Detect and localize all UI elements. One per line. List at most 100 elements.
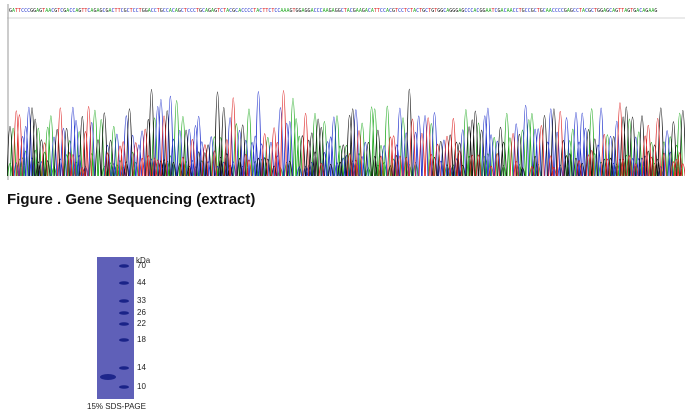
base-call: C	[503, 8, 507, 14]
base-call: T	[395, 8, 399, 14]
base-call: C	[192, 8, 196, 14]
base-call: A	[168, 8, 172, 14]
base-call: T	[419, 8, 423, 14]
base-call: A	[642, 8, 646, 14]
base-call: A	[485, 8, 489, 14]
base-call: C	[401, 8, 405, 14]
base-call: C	[274, 8, 278, 14]
base-call: C	[51, 8, 55, 14]
base-call: A	[506, 8, 510, 14]
base-call: C	[470, 8, 474, 14]
base-call: A	[36, 8, 40, 14]
base-call: T	[373, 8, 377, 14]
base-call: C	[27, 8, 31, 14]
base-call: A	[75, 8, 79, 14]
base-call: C	[202, 8, 206, 14]
base-call: G	[214, 8, 218, 14]
base-call: A	[66, 8, 70, 14]
base-call: G	[337, 8, 341, 14]
base-call: C	[494, 8, 498, 14]
base-call: C	[533, 8, 537, 14]
base-call: A	[446, 8, 450, 14]
base-call: G	[449, 8, 453, 14]
base-call: C	[229, 8, 233, 14]
base-call: G	[606, 8, 610, 14]
base-call: G	[497, 8, 501, 14]
base-call: A	[458, 8, 462, 14]
base-call-sequence: GATTCCCGGAGTAACGTCGACCAGTTCAGAGCGACTTCGC…	[9, 5, 684, 18]
base-call: G	[9, 8, 13, 14]
base-call: A	[566, 8, 570, 14]
base-call: A	[548, 8, 552, 14]
base-call: G	[63, 8, 67, 14]
base-call: T	[57, 8, 61, 14]
base-call: G	[159, 8, 163, 14]
ladder-band	[119, 322, 129, 326]
base-call: G	[144, 8, 148, 14]
base-call: T	[217, 8, 221, 14]
base-call: A	[488, 8, 492, 14]
gel-bands	[100, 264, 129, 389]
ladder-band	[119, 385, 129, 389]
base-call: C	[639, 8, 643, 14]
base-call: G	[39, 8, 43, 14]
ladder-band	[119, 281, 129, 285]
mw-label: 33	[137, 296, 146, 305]
base-call: T	[81, 8, 85, 14]
base-call: G	[461, 8, 465, 14]
base-call: C	[515, 8, 519, 14]
mw-label: 14	[137, 363, 146, 372]
base-call: A	[205, 8, 209, 14]
base-call: T	[114, 8, 118, 14]
base-call: G	[645, 8, 649, 14]
base-call: C	[60, 8, 64, 14]
base-call: G	[33, 8, 37, 14]
base-call: C	[407, 8, 411, 14]
base-call: A	[385, 8, 389, 14]
base-call: C	[120, 8, 124, 14]
base-call: A	[636, 8, 640, 14]
base-call: G	[615, 8, 619, 14]
base-call: C	[551, 8, 555, 14]
base-call: G	[93, 8, 97, 14]
mw-label: 18	[137, 335, 146, 344]
base-call: G	[479, 8, 483, 14]
base-call: G	[455, 8, 459, 14]
ladder-band	[119, 311, 129, 315]
base-call: C	[153, 8, 157, 14]
base-call: C	[259, 8, 263, 14]
base-call: C	[467, 8, 471, 14]
base-call: T	[271, 8, 275, 14]
base-call: G	[177, 8, 181, 14]
base-call: C	[244, 8, 248, 14]
base-call: G	[563, 8, 567, 14]
base-call: C	[557, 8, 561, 14]
base-call: G	[198, 8, 202, 14]
base-call: T	[265, 8, 269, 14]
base-call: A	[12, 8, 16, 14]
base-call: G	[141, 8, 145, 14]
base-call: C	[72, 8, 76, 14]
base-call: C	[102, 8, 106, 14]
base-call: G	[307, 8, 311, 14]
base-call: G	[452, 8, 456, 14]
base-call: A	[96, 8, 100, 14]
base-call: T	[376, 8, 380, 14]
base-call: G	[440, 8, 444, 14]
base-call: C	[524, 8, 528, 14]
base-call: A	[280, 8, 284, 14]
base-call: C	[476, 8, 480, 14]
base-call: G	[289, 8, 293, 14]
base-call: A	[581, 8, 585, 14]
base-call: T	[262, 8, 266, 14]
base-call: T	[343, 8, 347, 14]
base-call: C	[165, 8, 169, 14]
mw-label: 70	[137, 261, 146, 270]
base-call: G	[521, 8, 525, 14]
base-call: C	[349, 8, 353, 14]
base-call: A	[648, 8, 652, 14]
ladder-band	[119, 299, 129, 303]
base-call: C	[388, 8, 392, 14]
base-call: C	[527, 8, 531, 14]
base-call: G	[431, 8, 435, 14]
